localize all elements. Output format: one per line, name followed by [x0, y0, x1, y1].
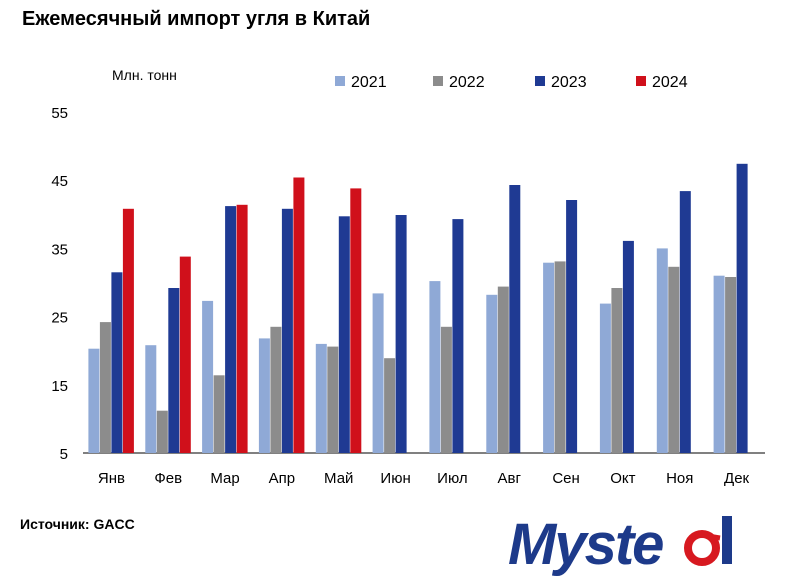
bar-2024-Мар [236, 204, 248, 453]
legend-label-2022: 2022 [449, 74, 485, 91]
bar-2022-Мар [213, 375, 225, 453]
bar-2022-Дек [725, 277, 737, 453]
x-tick-label: Фев [154, 470, 182, 487]
bar-2021-Янв [88, 348, 100, 453]
bar-2023-Янв [111, 272, 123, 453]
bar-2023-Июл [452, 219, 464, 453]
y-axis: 5 15 25 35 45 55 [51, 105, 68, 463]
bar-2022-Окт [611, 288, 623, 453]
y-tick-label: 45 [51, 173, 68, 190]
bar-2023-Сен [566, 200, 578, 453]
bar-2021-Апр [258, 338, 270, 453]
legend-swatch-2023 [535, 76, 545, 86]
bar-2021-Ноя [656, 248, 668, 453]
bar-2021-Авг [486, 294, 498, 453]
bar-2023-Авг [509, 185, 521, 453]
y-tick-label: 25 [51, 310, 68, 327]
bar-chart: 5 15 25 35 45 55 Янв Фев Мар Апр Май Июн Июл Авг Сен О… [51, 67, 765, 487]
bar-2023-Окт [622, 240, 634, 453]
x-tick-label: Май [324, 470, 353, 487]
bar-2024-Янв [122, 208, 134, 453]
bar-2021-Сен [543, 262, 555, 453]
bar-2022-Сен [554, 261, 566, 453]
bar-2023-Дек [736, 163, 748, 454]
x-tick-label: Ноя [666, 470, 693, 487]
y-tick-label: 35 [51, 241, 68, 258]
x-tick-label: Авг [498, 470, 522, 487]
mysteel-logo: Myste [508, 512, 732, 577]
y-tick-label: 55 [51, 105, 68, 122]
x-tick-label: Окт [610, 470, 635, 487]
bar-2024-Фев [179, 256, 191, 453]
x-tick-label: Апр [269, 470, 295, 487]
bar-2021-Мар [202, 300, 214, 453]
bar-2022-Июн [384, 358, 396, 453]
bar-2023-Апр [281, 208, 293, 453]
x-axis: Янв Фев Мар Апр Май Июн Июл Авг Сен Окт Ноя Дек [83, 452, 765, 487]
x-tick-label: Дек [724, 470, 750, 487]
legend-swatch-2024 [636, 76, 646, 86]
bar-2022-Май [327, 346, 339, 453]
bar-2023-Мар [225, 206, 237, 453]
x-tick-label: Июл [437, 470, 467, 487]
chart-title: Ежемесячный импорт угля в Китай [22, 8, 371, 30]
bar-2024-Апр [293, 177, 305, 453]
y-axis-unit-label: Млн. тонн [112, 67, 177, 83]
bar-2021-Окт [599, 303, 611, 453]
legend-swatch-2022 [433, 76, 443, 86]
bar-2021-Май [315, 343, 327, 453]
y-tick-label: 15 [51, 378, 68, 395]
x-tick-label: Мар [210, 470, 239, 487]
bar-2023-Ноя [679, 191, 691, 453]
bar-2023-Июн [395, 215, 407, 453]
bars [88, 163, 748, 454]
bar-2021-Дек [713, 275, 725, 453]
bar-2022-Фев [156, 410, 168, 453]
bar-2021-Фев [145, 345, 157, 453]
bar-2023-Май [338, 216, 350, 453]
bar-2022-Ноя [668, 266, 680, 453]
svg-text:Myste: Myste [508, 512, 663, 577]
bar-2022-Июл [440, 326, 452, 453]
source-note: Источник: GACC [20, 516, 135, 532]
x-tick-label: Сен [552, 470, 579, 487]
legend-label-2023: 2023 [551, 74, 587, 91]
legend-label-2021: 2021 [351, 74, 387, 91]
bar-2022-Янв [99, 322, 111, 453]
legend: 2021 2022 2023 2024 [335, 74, 688, 91]
x-tick-label: Янв [98, 470, 125, 487]
bar-2024-Май [350, 188, 362, 453]
bar-2021-Июн [372, 293, 384, 453]
x-tick-label: Июн [380, 470, 410, 487]
bar-2022-Авг [497, 286, 509, 453]
bar-2022-Апр [270, 326, 282, 453]
legend-swatch-2021 [335, 76, 345, 86]
legend-label-2024: 2024 [652, 74, 688, 91]
y-tick-label: 5 [60, 446, 68, 463]
bar-2021-Июл [429, 281, 441, 453]
bar-2023-Фев [168, 288, 180, 453]
